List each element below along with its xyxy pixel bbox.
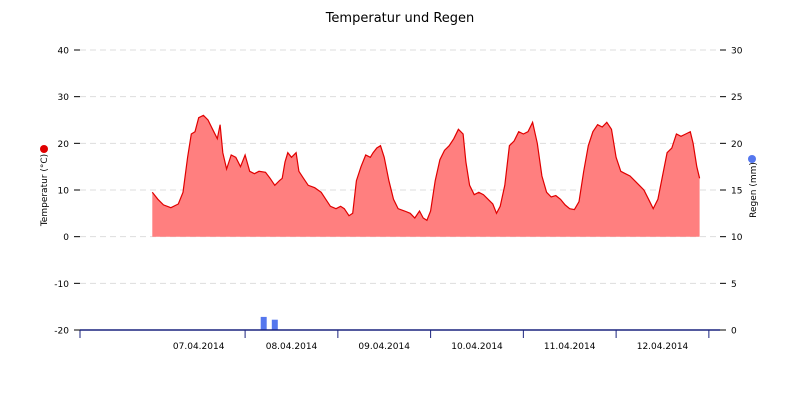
y-right-tick-label: 5 — [731, 280, 737, 290]
y-right-tick-label: 20 — [731, 140, 743, 150]
x-tick-label: 08.04.2014 — [266, 342, 318, 352]
x-axis: 07.04.2014 08.04.2014 09.04.2014 10.04.2014… — [79, 330, 710, 352]
y-right-tick-label: 30 — [731, 47, 743, 57]
y-left-tick-label: 40 — [58, 47, 70, 57]
y-left-tick-label: 20 — [58, 140, 70, 150]
y-axis-left: 40 30 20 10 0 -10 -20 — [54, 47, 80, 337]
series-layer — [151, 114, 701, 330]
y-axis-left-label: Temperatur (°C) — [40, 154, 50, 227]
rain-bar — [271, 319, 278, 330]
x-tick-label: 09.04.2014 — [358, 342, 410, 352]
temperature-line — [151, 114, 701, 222]
grid-lines — [80, 49, 720, 284]
y-right-tick-label: 25 — [731, 93, 742, 103]
y-left-tick-label: 0 — [63, 233, 69, 243]
y-right-tick-label: 15 — [731, 187, 742, 197]
y-left-tick-label: -20 — [54, 327, 69, 337]
temperature-area — [152, 115, 700, 237]
x-tick-label: 10.04.2014 — [451, 342, 503, 352]
y-right-tick-label: 0 — [731, 327, 737, 337]
x-tick-label: 11.04.2014 — [544, 342, 596, 352]
rain-series-marker — [748, 155, 756, 163]
x-tick-label: 12.04.2014 — [637, 342, 689, 352]
y-right-tick-label: 10 — [731, 233, 743, 243]
temperature-series-marker — [40, 145, 48, 153]
y-left-tick-label: -10 — [54, 280, 69, 290]
rain-bar — [260, 316, 267, 330]
y-left-tick-label: 10 — [58, 187, 70, 197]
x-tick-label: 07.04.2014 — [173, 342, 225, 352]
y-left-tick-label: 30 — [58, 93, 70, 103]
y-axis-right-label: Regen (mm) — [749, 162, 759, 218]
y-axis-right: 30 25 20 15 10 5 0 — [720, 47, 743, 337]
chart-title: Temperatur und Regen — [325, 11, 475, 26]
